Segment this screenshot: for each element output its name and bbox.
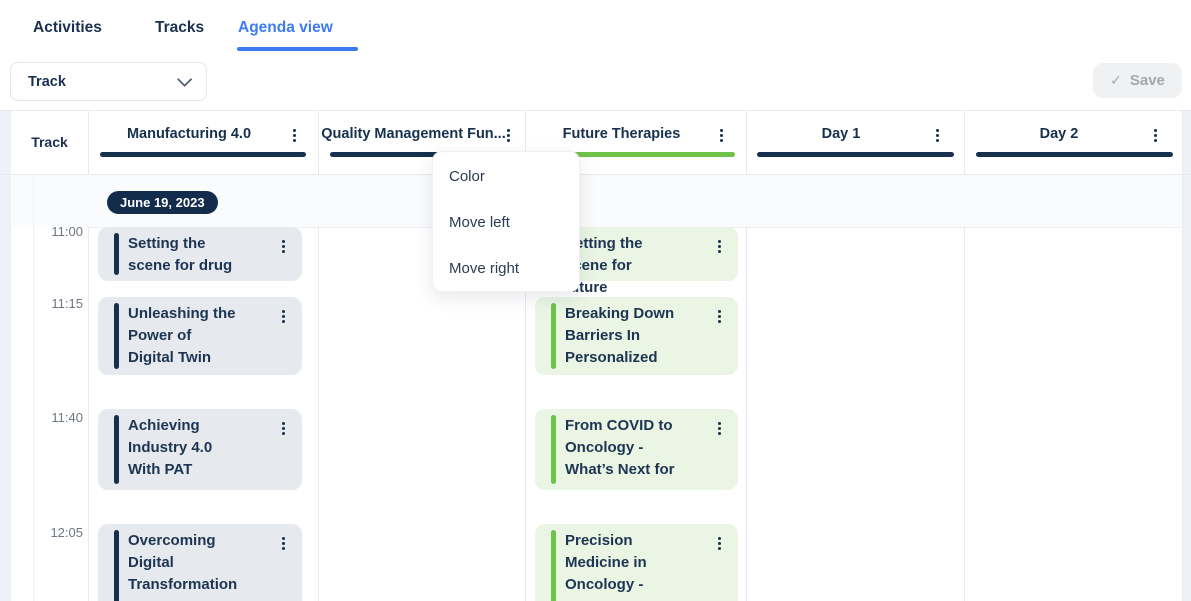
column-divider	[964, 110, 965, 174]
table-top-border	[0, 110, 1191, 111]
time-label: 11:15	[51, 296, 83, 311]
event-card[interactable]: Overcoming Digital Transformation	[98, 524, 302, 601]
event-title: Breaking Down Barriers In Personalized	[565, 305, 675, 366]
event-accent-bar	[114, 233, 119, 275]
column-accent-bar	[100, 152, 306, 157]
event-menu-icon[interactable]	[710, 307, 728, 325]
active-tab-underline	[237, 47, 358, 51]
column-divider	[88, 227, 89, 601]
event-menu-icon[interactable]	[710, 237, 728, 255]
event-title: Unleashing the Power of Digital Twin	[128, 305, 236, 366]
event-title: From COVID to Oncology - What’s Next for	[565, 417, 675, 478]
group-by-value: Track	[28, 73, 66, 90]
time-label: 12:05	[50, 525, 83, 540]
event-menu-icon[interactable]	[274, 237, 292, 255]
event-title: Overcoming Digital Transformation	[128, 532, 238, 593]
time-gutter-border	[33, 174, 34, 601]
column-accent-bar	[757, 152, 954, 157]
event-card[interactable]: Breaking Down Barriers In Personalized	[535, 297, 738, 375]
date-badge: June 19, 2023	[107, 191, 218, 214]
event-accent-bar	[114, 530, 119, 601]
column-divider	[746, 110, 747, 174]
column-divider	[525, 227, 526, 601]
menu-item-color[interactable]: Color	[449, 168, 485, 185]
time-label: 11:00	[51, 224, 83, 239]
track-corner-label: Track	[31, 134, 68, 150]
column-header-quality: Quality Management Fun...	[321, 126, 506, 142]
tab-tracks[interactable]: Tracks	[155, 19, 205, 36]
tab-activities[interactable]: Activities	[33, 19, 102, 36]
column-header-future-therapies: Future Therapies	[562, 126, 681, 142]
event-accent-bar	[114, 303, 119, 369]
column-accent-bar	[539, 152, 735, 157]
event-accent-bar	[551, 415, 556, 484]
event-menu-icon[interactable]	[274, 534, 292, 552]
column-header-day-2: Day 2	[1039, 126, 1079, 142]
tab-agenda-view[interactable]: Agenda view	[238, 19, 333, 36]
column-divider	[525, 110, 526, 174]
column-menu-icon[interactable]	[285, 126, 303, 144]
event-title: Achieving Industry 4.0 With PAT	[128, 417, 213, 478]
menu-item-move-left[interactable]: Move left	[449, 214, 510, 231]
event-card[interactable]: Setting the scene for drug	[98, 227, 302, 281]
time-label: 11:40	[51, 410, 83, 425]
event-title: Setting the scene for drug	[128, 235, 233, 274]
column-menu-icon[interactable]	[499, 126, 517, 144]
event-card[interactable]: Precision Medicine in Oncology -	[535, 524, 738, 601]
column-menu-icon[interactable]	[928, 126, 946, 144]
column-menu-icon[interactable]	[1146, 126, 1164, 144]
column-divider	[88, 110, 89, 174]
event-title: Precision Medicine in Oncology -	[565, 532, 647, 593]
event-accent-bar	[551, 303, 556, 369]
menu-item-move-right[interactable]: Move right	[449, 260, 520, 277]
group-by-select[interactable]: Track	[10, 62, 207, 101]
event-title: Setting the scene for future	[565, 235, 643, 296]
column-context-menu: Color Move left Move right	[432, 151, 580, 292]
event-accent-bar	[114, 415, 119, 484]
event-card[interactable]: Unleashing the Power of Digital Twin	[98, 297, 302, 375]
column-menu-icon[interactable]	[712, 126, 730, 144]
save-button-label: Save	[1129, 72, 1165, 89]
event-menu-icon[interactable]	[274, 419, 292, 437]
column-divider	[1182, 110, 1183, 601]
column-header-day-1: Day 1	[821, 126, 861, 142]
event-accent-bar	[551, 530, 556, 601]
column-divider	[318, 227, 319, 601]
column-accent-bar	[976, 152, 1173, 157]
column-divider	[318, 110, 319, 174]
save-button[interactable]: ✓ Save	[1093, 63, 1182, 98]
event-menu-icon[interactable]	[710, 534, 728, 552]
column-accent-bar	[330, 152, 513, 157]
left-margin-strip	[0, 111, 11, 601]
event-menu-icon[interactable]	[274, 307, 292, 325]
right-margin-strip	[1182, 111, 1191, 601]
column-divider	[964, 227, 965, 601]
event-card[interactable]: From COVID to Oncology - What’s Next for	[535, 409, 738, 490]
check-icon: ✓	[1110, 72, 1122, 89]
column-header-manufacturing: Manufacturing 4.0	[126, 126, 252, 142]
header-bottom-border	[0, 174, 1191, 175]
chevron-down-icon	[176, 71, 193, 88]
column-divider	[746, 227, 747, 601]
event-card[interactable]: Achieving Industry 4.0 With PAT	[98, 409, 302, 490]
event-menu-icon[interactable]	[710, 419, 728, 437]
